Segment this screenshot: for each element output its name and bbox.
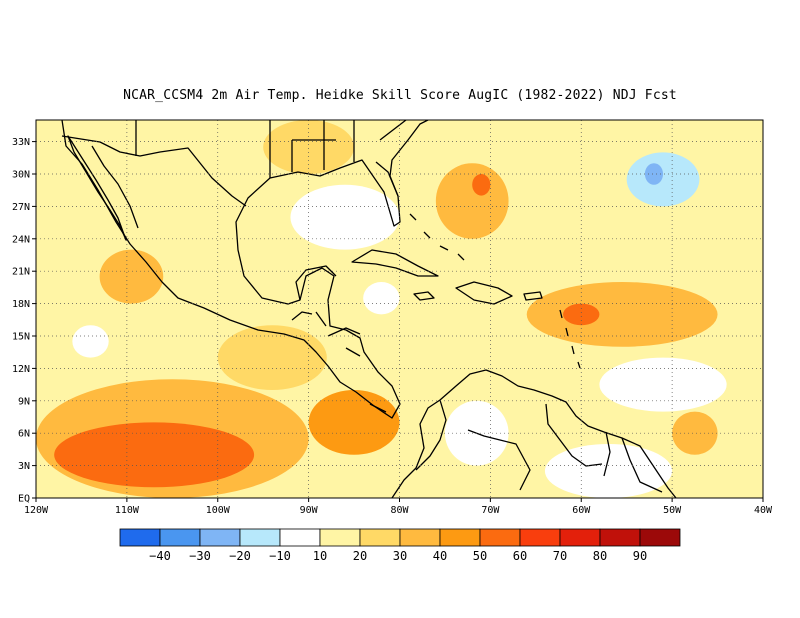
border-south-america (415, 399, 663, 493)
coastline-cuba (351, 249, 439, 277)
colorbar-swatch (119, 528, 161, 547)
lon-tick-label: 120W (24, 505, 49, 516)
colorbar-swatch (319, 528, 361, 547)
lon-tick-label: 90W (300, 505, 319, 516)
colorbar-label: 50 (473, 549, 487, 563)
coastline-hispaniola (455, 281, 513, 305)
colorbar-swatch (399, 528, 441, 547)
lat-tick-label: 15N (12, 332, 30, 343)
coastline-baja (67, 135, 127, 241)
colorbar-label: 90 (633, 549, 647, 563)
skill-region (308, 390, 400, 455)
border-us-states (135, 120, 407, 178)
colorbar-swatch (159, 528, 201, 547)
lat-tick-label: 21N (12, 267, 30, 278)
colorbar-label: 80 (593, 549, 607, 563)
lat-tick-label: 9N (18, 396, 30, 407)
colorbar-label: −30 (189, 549, 211, 563)
lon-tick-label: 110W (115, 505, 140, 516)
lat-tick-label: 27N (12, 202, 30, 213)
colorbar-swatch (639, 528, 681, 547)
coastline-layer (61, 120, 677, 498)
lat-tick-label: EQ (18, 494, 30, 505)
lon-tick-label: 40W (754, 505, 773, 516)
colorbar-swatch (519, 528, 561, 547)
colorbar-swatch (599, 528, 641, 547)
colorbar: −40 −30 −20 −10 10 20 30 40 50 60 70 80 90 (119, 528, 681, 563)
lon-tick-label: 100W (206, 505, 231, 516)
colorbar-label: −10 (269, 549, 291, 563)
skill-region (435, 163, 509, 239)
skill-region (672, 411, 718, 455)
skill-region (217, 325, 327, 390)
colorbar-label: 10 (313, 549, 327, 563)
colorbar-swatch (439, 528, 481, 547)
lat-tick-label: 24N (12, 234, 30, 245)
skill-region (644, 163, 664, 185)
coastline-sonora (91, 145, 139, 229)
skill-region (263, 120, 355, 174)
colorbar-swatch (239, 528, 281, 547)
lat-tick-label: 33N (12, 137, 30, 148)
lon-tick-label: 60W (572, 505, 591, 516)
skill-region (363, 282, 400, 315)
skill-region (472, 174, 491, 196)
skill-region (290, 184, 400, 250)
coastline-south-america (391, 369, 677, 498)
map-title: NCAR_CCSM4 2m Air Temp. Heidke Skill Sco… (123, 88, 677, 103)
lat-tick-label: 6N (18, 429, 30, 440)
colorbar-swatch (359, 528, 401, 547)
coastline-puerto-rico (523, 291, 543, 301)
lon-tick-label: 50W (663, 505, 682, 516)
skill-region (544, 444, 673, 498)
coastline-florida (375, 161, 399, 197)
colorbar-swatch (279, 528, 321, 547)
skill-region (563, 303, 600, 326)
colorbar-label: 40 (433, 549, 447, 563)
lat-tick-label: 30N (12, 170, 30, 181)
colorbar-label: 70 (553, 549, 567, 563)
coastline-lesser-antilles (559, 309, 581, 369)
skill-region (72, 325, 109, 358)
colorbar-label: −20 (229, 549, 251, 563)
border-central-america (291, 311, 387, 413)
colorbar-label: 60 (513, 549, 527, 563)
coastline-yucatan (295, 265, 337, 301)
border-us-mexico (61, 135, 247, 207)
colorbar-label: 30 (393, 549, 407, 563)
colorbar-swatch (559, 528, 601, 547)
axis-ticks: 120W 110W 100W 90W 80W 70W 60W 50W 40W EQ 3N 6N 9N 12… (12, 137, 773, 516)
lat-tick-label: 18N (12, 299, 30, 310)
lon-tick-label: 70W (481, 505, 500, 516)
coastline-north-central-america (61, 120, 429, 419)
lat-tick-label: 12N (12, 364, 30, 375)
lon-tick-label: 80W (390, 505, 409, 516)
coastline-bahamas (409, 213, 465, 261)
coastline-jamaica (413, 291, 435, 301)
skill-region (99, 249, 164, 304)
colorbar-label: 20 (353, 549, 367, 563)
colorbar-label: −40 (149, 549, 171, 563)
colorbar-swatch (479, 528, 521, 547)
skill-region (599, 357, 727, 412)
skill-region (54, 422, 255, 488)
skill-region (626, 152, 700, 207)
lat-tick-label: 3N (18, 461, 30, 472)
colorbar-swatch (199, 528, 241, 547)
skill-region (526, 282, 718, 347)
